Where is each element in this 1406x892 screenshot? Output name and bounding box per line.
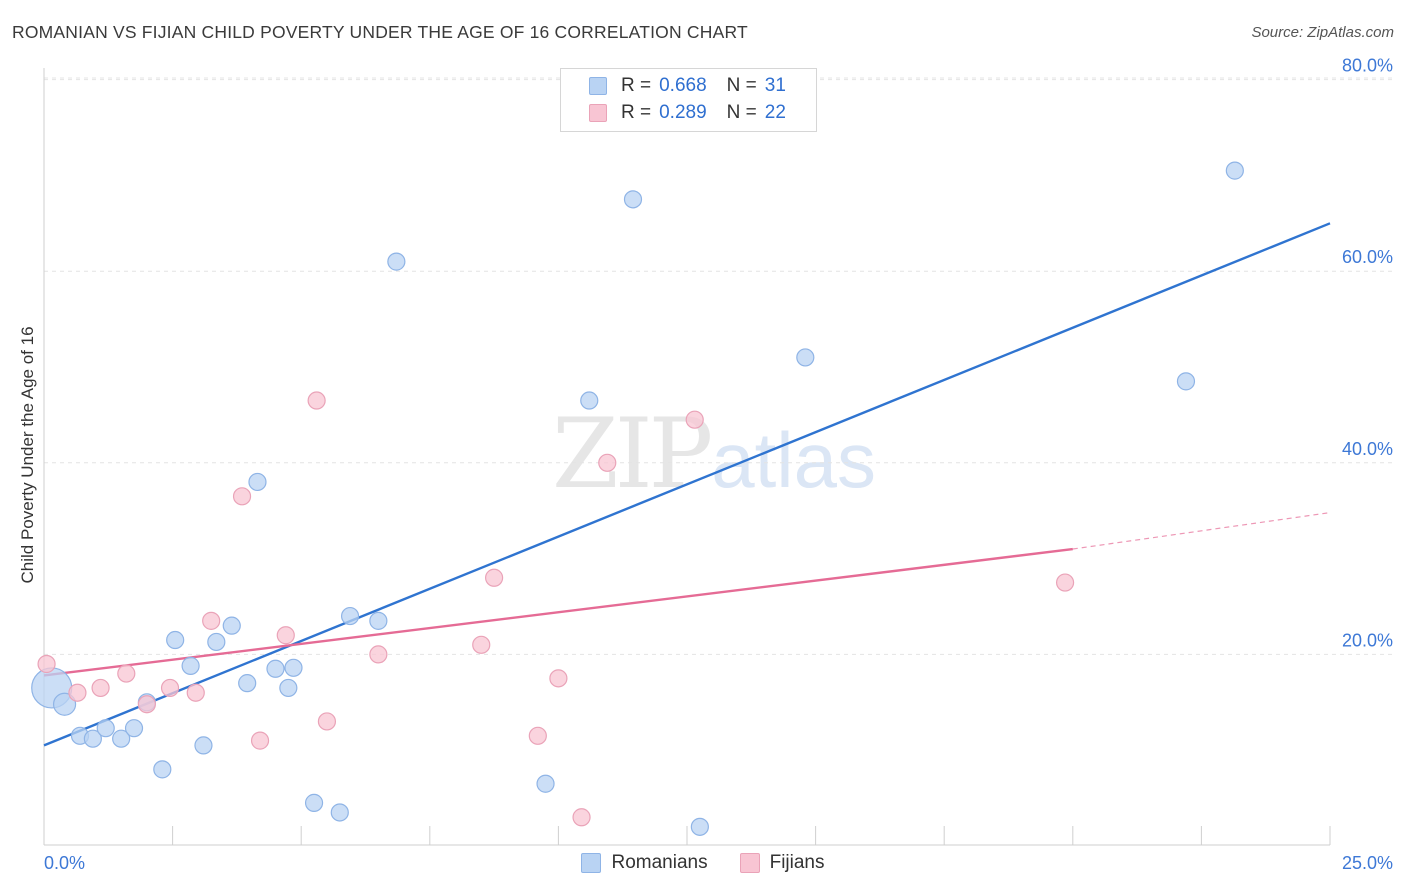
fijian-point	[160, 678, 180, 698]
y-tick-label: 40.0%	[1342, 439, 1393, 459]
romanian-point	[796, 348, 815, 367]
y-tick-label: 80.0%	[1342, 56, 1393, 76]
fijian-point	[91, 678, 110, 698]
fijian-point	[37, 654, 56, 674]
romanian-point	[387, 252, 406, 271]
legend-label-romanians: Romanians	[611, 852, 708, 873]
legend-row-romanians: R = 0.668 N = 31	[589, 73, 786, 99]
fijian-point	[472, 635, 491, 654]
x-tick-label: 25.0%	[1342, 853, 1393, 873]
romanian-point	[83, 729, 102, 748]
romanian-point	[52, 692, 77, 716]
romanian-point	[279, 678, 298, 698]
legend-r-value: 0.668	[659, 75, 707, 96]
fijian-point	[250, 731, 270, 750]
legend-r-label: R =	[621, 102, 652, 123]
romanian-point	[124, 719, 144, 738]
romanian-point	[690, 817, 709, 836]
legend-r-label: R =	[621, 75, 652, 96]
watermark-atlas: atlas	[711, 416, 876, 504]
legend-label-fijians: Fijians	[769, 852, 825, 873]
fijian-trend-line	[43, 547, 1073, 677]
fijian-point	[137, 695, 156, 714]
romanian-point	[536, 774, 555, 793]
legend-r-value: 0.289	[659, 102, 707, 123]
chart-title: ROMANIAN VS FIJIAN CHILD POVERTY UNDER T…	[12, 22, 748, 42]
fijian-trend-extension	[1072, 512, 1331, 550]
fijian-point	[232, 487, 252, 506]
romanian-point	[238, 674, 257, 693]
legend-n-value: 31	[764, 75, 786, 96]
fijian-point	[276, 626, 295, 645]
fijian-point	[369, 645, 388, 664]
y-axis-title: Child Poverty Under the Age of 16	[18, 326, 37, 583]
y-tick-label: 60.0%	[1342, 247, 1393, 267]
legend-swatch-fijians	[589, 104, 607, 122]
source-label: Source: ZipAtlas.com	[1251, 24, 1394, 41]
romanian-point	[1176, 372, 1196, 391]
romanian-trend-line	[43, 222, 1331, 747]
romanian-point	[112, 729, 131, 748]
romanian-point	[153, 760, 172, 779]
fijian-point	[685, 410, 704, 429]
fijian-point	[317, 712, 337, 731]
series-legend: Romanians Fijians	[0, 852, 1406, 874]
romanian-point	[340, 606, 360, 626]
romanian-point	[1225, 161, 1244, 180]
stats-legend: R = 0.668 N = 31 R = 0.289 N = 22	[560, 68, 817, 132]
romanian-point	[369, 611, 388, 630]
legend-swatch-fijians	[739, 853, 760, 873]
romanian-point	[284, 658, 303, 677]
romanian-point	[166, 630, 185, 650]
fijian-point	[68, 683, 87, 702]
trend-lines	[43, 222, 1331, 747]
romanian-point	[580, 391, 599, 410]
data-points	[31, 161, 1244, 836]
fijian-point	[117, 664, 136, 683]
romanian-point	[222, 616, 241, 635]
legend-item-fijians[interactable]: Fijians	[739, 852, 825, 874]
legend-n-value: 22	[764, 102, 786, 123]
fijian-point	[549, 669, 568, 688]
fijian-point	[1055, 573, 1075, 592]
romanian-point	[194, 736, 213, 755]
romanian-point	[181, 656, 200, 675]
fijian-point	[202, 611, 221, 630]
romanian-point	[623, 190, 643, 209]
romanian-point	[96, 719, 115, 738]
romanian-point	[207, 632, 226, 652]
fijian-point	[598, 453, 617, 472]
grid-lines	[44, 77, 1395, 655]
legend-item-romanians[interactable]: Romanians	[581, 852, 708, 874]
romanian-point	[330, 803, 349, 822]
fijian-point	[572, 808, 591, 827]
axes	[43, 68, 1331, 846]
romanian-point	[266, 659, 285, 678]
fijian-point	[186, 683, 205, 702]
legend-n-label: N =	[726, 75, 757, 96]
fijian-point	[528, 726, 547, 745]
fijian-point	[307, 391, 326, 410]
tick-labels: 20.0% 40.0% 60.0% 80.0% 0.0% 25.0% Child Pover…	[18, 56, 1393, 873]
legend-n-label: N =	[726, 102, 757, 123]
fijian-point	[485, 568, 504, 587]
legend-row-fijians: R = 0.289 N = 22	[589, 100, 786, 126]
y-tick-label: 20.0%	[1342, 630, 1393, 650]
romanian-point	[304, 793, 324, 812]
legend-swatch-romanians	[589, 77, 607, 95]
x-tick-label: 0.0%	[44, 853, 85, 873]
romanian-point	[248, 472, 267, 492]
legend-swatch-romanians	[581, 853, 602, 873]
